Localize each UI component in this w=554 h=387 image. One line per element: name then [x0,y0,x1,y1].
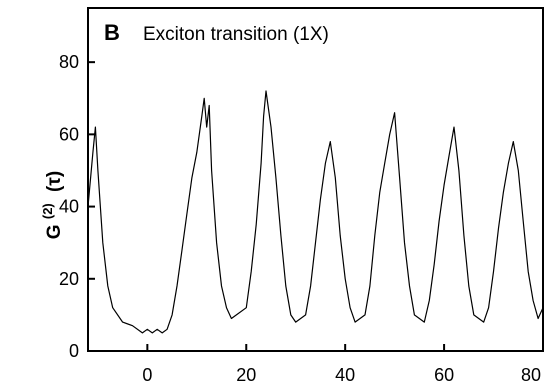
panel-label: B [104,20,120,45]
x-tick-label: 20 [236,365,256,385]
y-tick-label: 80 [59,52,79,72]
y-axis-label-arg: (τ) [44,171,65,192]
series-line [87,90,544,334]
plot-frame [87,7,544,352]
x-tick-label: 60 [434,365,454,385]
y-axis-label-sup: (2) [40,203,55,219]
x-tick-label: 0 [142,365,152,385]
chart-title: Exciton transition (1X) [143,24,329,45]
y-axis: 0 20 40 60 80 [59,52,95,361]
x-axis: 0 20 40 60 80 [142,344,544,385]
y-tick-label: 60 [59,124,79,144]
y-axis-label: G (2) (τ) [36,171,65,239]
y-axis-label-main: G [44,224,65,239]
y-tick-label: 40 [59,197,79,217]
y-tick-label: 0 [69,341,79,361]
x-tick-label: 40 [335,365,355,385]
y-tick-label: 20 [59,269,79,289]
x-tick-label: 80 [521,365,541,385]
